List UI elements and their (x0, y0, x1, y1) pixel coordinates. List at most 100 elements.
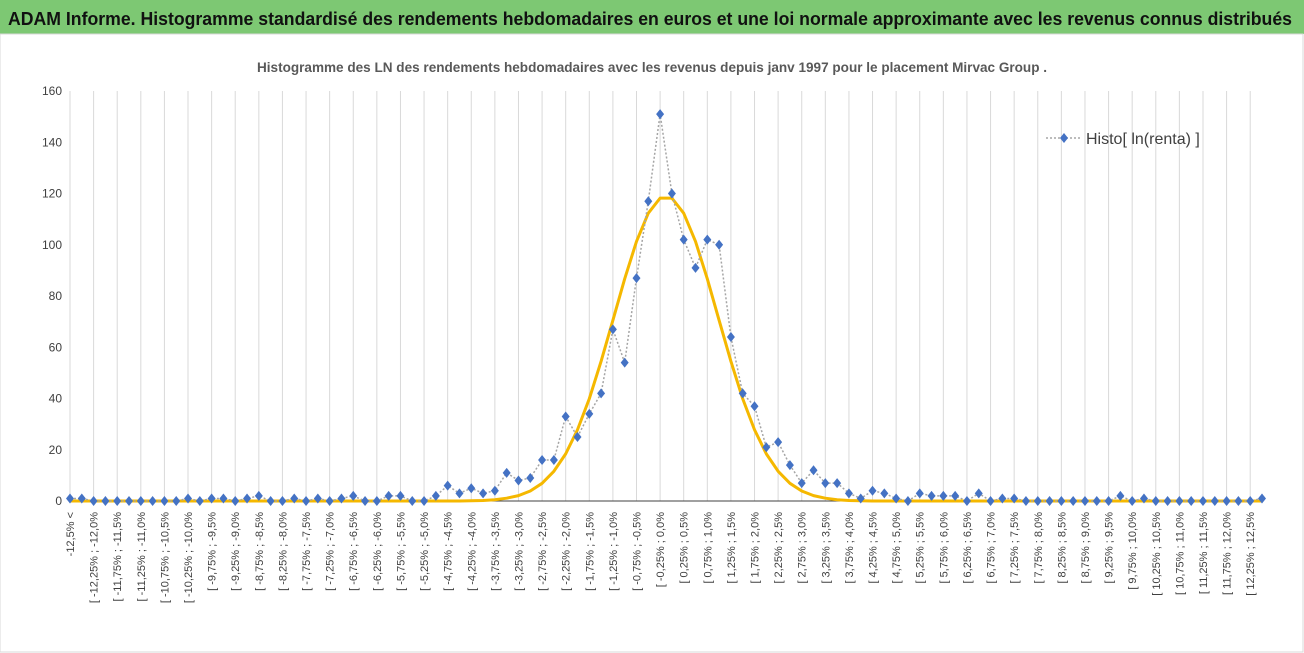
data-point (738, 388, 747, 399)
y-tick-label: 140 (42, 135, 62, 149)
x-tick-label: [ -10,25% ; -10,0% (183, 512, 195, 603)
data-point (325, 496, 334, 506)
y-tick-label: 160 (42, 84, 62, 98)
data-point (750, 401, 759, 412)
x-tick-label: [ 2,75% ; 3,0% (797, 512, 809, 584)
data-point (254, 490, 263, 501)
x-tick-label: [ 9,75% ; 10,0% (1127, 512, 1139, 590)
x-tick-label: [ -7,75% ; -7,5% (301, 512, 313, 591)
data-point (561, 411, 570, 422)
x-tick-label: [ 7,25% ; 7,5% (1009, 512, 1021, 584)
data-point (774, 437, 783, 448)
data-point (89, 496, 98, 506)
x-tick-label: [ 5,25% ; 5,5% (915, 512, 927, 584)
data-point (986, 496, 995, 506)
x-tick-label: [ 9,25% ; 9,5% (1104, 512, 1116, 584)
x-tick-label: [ 11,75% ; 12,0% (1222, 512, 1234, 595)
data-point (939, 490, 948, 501)
data-point (467, 483, 476, 494)
data-point (974, 488, 983, 499)
data-point (443, 480, 452, 491)
x-tick-label: [ 5,75% ; 6,0% (938, 512, 950, 584)
data-point (1045, 496, 1054, 506)
data-point (998, 493, 1007, 504)
x-tick-label: [ -1,25% ; -1,0% (608, 512, 620, 591)
data-point (1104, 496, 1113, 506)
x-tick-label: [ 10,25% ; 10,5% (1151, 512, 1163, 596)
data-point (1139, 493, 1148, 504)
data-point (1057, 496, 1066, 506)
data-point (172, 496, 181, 506)
x-tick-label: [ 3,25% ; 3,5% (820, 512, 832, 584)
y-tick-label: 40 (49, 392, 63, 406)
data-point (490, 485, 499, 496)
data-point (302, 496, 311, 506)
data-point (620, 357, 629, 368)
data-point (243, 493, 252, 504)
data-point (231, 496, 240, 506)
x-tick-label: [ -11,25% ; -11,0% (136, 512, 148, 602)
data-point (880, 488, 889, 499)
data-point (821, 478, 830, 489)
data-point (1198, 496, 1207, 506)
data-point (1021, 496, 1030, 506)
data-point (538, 455, 547, 465)
data-point (219, 493, 228, 504)
data-point (679, 234, 688, 245)
data-point (455, 488, 464, 499)
data-point (892, 493, 901, 504)
data-point (337, 493, 346, 504)
x-tick-label: [ -5,25% ; -5,0% (419, 512, 431, 591)
data-point (184, 493, 193, 504)
x-tick-label: [ 10,75% ; 11,0% (1174, 512, 1186, 595)
data-point (420, 496, 429, 506)
data-point (1210, 496, 1219, 506)
data-point (1151, 496, 1160, 506)
legend-marker (1060, 133, 1068, 143)
data-point (573, 431, 582, 442)
data-point (549, 455, 558, 465)
x-tick-label: [ -9,75% ; -9,5% (207, 512, 219, 591)
x-tick-label: [ -9,25% ; -9,0% (230, 512, 242, 591)
legend-label: Histo[ ln(renta) ] (1086, 131, 1200, 148)
data-point (597, 388, 606, 399)
x-tick-label: [ 4,75% ; 5,0% (891, 512, 903, 584)
data-point (148, 496, 157, 506)
data-point (349, 490, 358, 501)
x-tick-label: [ -1,75% ; -1,5% (584, 512, 596, 591)
data-point (361, 496, 370, 506)
data-point (408, 496, 417, 506)
data-point (290, 493, 299, 504)
data-point (1246, 496, 1255, 506)
data-point (479, 488, 488, 499)
data-point (1187, 496, 1196, 506)
data-point (1258, 493, 1266, 504)
data-point (66, 493, 74, 504)
y-tick-label: 100 (42, 238, 62, 252)
data-point (915, 488, 924, 499)
y-tick-label: 0 (55, 494, 62, 508)
data-point (160, 496, 169, 506)
header-bar (0, 0, 1304, 34)
x-tick-label: [ 1,25% ; 1,5% (726, 512, 738, 584)
x-tick-label: [ 3,75% ; 4,0% (844, 512, 856, 584)
data-point (77, 493, 86, 504)
x-tick-label: [ 11,25% ; 11,5% (1198, 512, 1210, 594)
data-point (667, 188, 676, 199)
x-tick-label: [ 0,25% ; 0,5% (679, 512, 691, 584)
x-tick-label: [ -6,75% ; -6,5% (348, 512, 360, 591)
x-tick-label: [ 7,75% ; 8,0% (1033, 512, 1045, 584)
y-tick-label: 80 (49, 289, 63, 303)
data-point (703, 234, 712, 245)
x-tick-label: [ 4,25% ; 4,5% (868, 512, 880, 584)
x-tick-label: [ -8,75% ; -8,5% (254, 512, 266, 591)
data-point (585, 408, 594, 419)
x-tick-label: -12,5% < (65, 512, 77, 556)
y-tick-label: 60 (49, 340, 63, 354)
data-point (195, 496, 204, 506)
data-point (1033, 496, 1042, 506)
data-point (903, 496, 912, 506)
x-tick-label: [ -6,25% ; -6,0% (372, 512, 384, 591)
data-point (1175, 496, 1184, 506)
data-point (502, 467, 511, 478)
